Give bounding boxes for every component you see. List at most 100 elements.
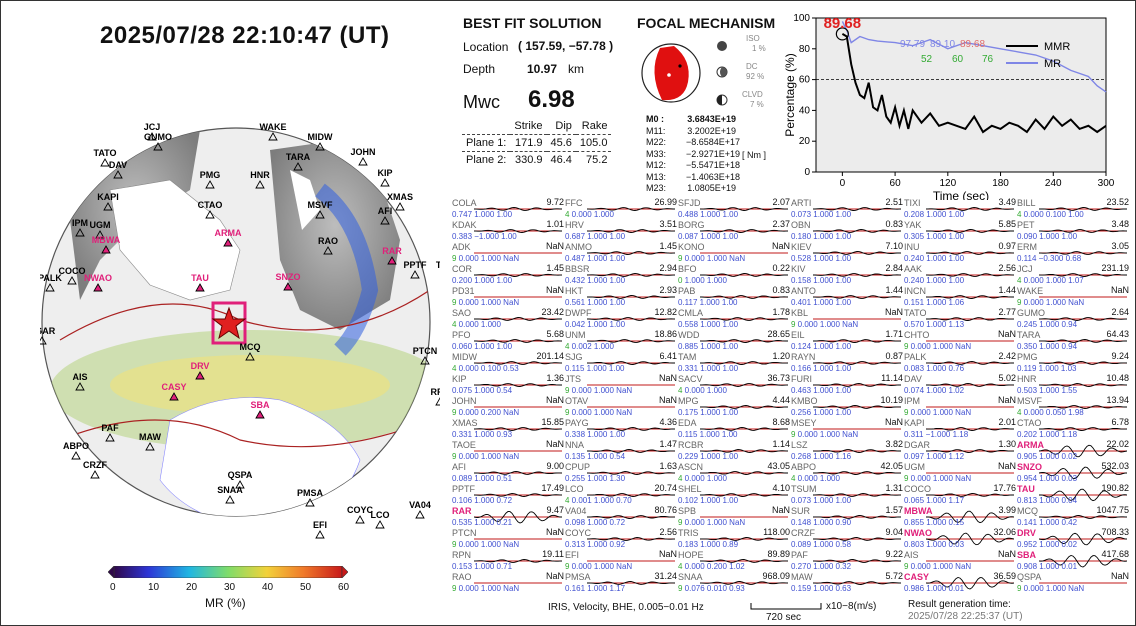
x-tick-label: 0 (840, 178, 846, 189)
variance-reduction: 9 (1017, 298, 1024, 307)
station-triangle-icon (420, 356, 430, 365)
station-name: OTAV (565, 396, 589, 406)
fit-weights: 0.000 1.000 (571, 408, 614, 417)
observed-trace (587, 493, 675, 497)
station-name: CRZF (791, 528, 815, 538)
observed-trace (700, 317, 788, 321)
variance-reduction: 0.115 (678, 430, 700, 439)
fit-weights: 1.000 0.02 (1039, 452, 1078, 461)
variance-reduction: 4 (791, 474, 798, 483)
station-marker-jcj: JCJ (144, 122, 160, 141)
mw-label: Mwc (463, 92, 500, 112)
waveform-cell-mcq: MCQ 1047.75 0.141 1.000 0.42 (1017, 505, 1129, 528)
fit-weights: 1.000 1.00 (474, 276, 513, 285)
station-triangle-icon (67, 276, 77, 285)
observed-trace (700, 427, 788, 431)
amplitude-value: 3.05 (1111, 241, 1129, 251)
station-triangle-icon (90, 470, 100, 479)
variance-reduction: 9 (1017, 584, 1024, 593)
fit-nan: NaN (952, 408, 972, 417)
amplitude-value: 0.83 (772, 285, 790, 295)
observed-trace (700, 339, 788, 343)
amplitude-value: 9.24 (1111, 351, 1129, 361)
fit-weights: 1.000 0.54 (587, 452, 626, 461)
amplitude-value: NaN (884, 307, 903, 317)
fit-metrics: 4 0.000 0.100 1.00 (1017, 210, 1084, 219)
waveform-trace (926, 340, 1014, 342)
variance-reduction: 9 (904, 342, 911, 351)
fit-weights: 1.000 1.00 (700, 342, 739, 351)
fit-metrics: 4 0.000 1.000 (452, 320, 501, 329)
observed-trace (926, 493, 1014, 497)
fit-nan: NaN (1065, 584, 1085, 593)
variance-reduction: 0.855 (904, 518, 927, 527)
waveform-trace (813, 273, 901, 277)
station-name: MIDW (452, 352, 477, 362)
peak-marker (835, 27, 849, 41)
station-triangle-icon (225, 495, 235, 504)
observed-trace (813, 559, 901, 563)
station-triangle-icon (169, 392, 179, 401)
variance-reduction: 9 (565, 386, 572, 395)
waveform-trace (926, 532, 1014, 546)
amplitude-value: 19.11 (542, 549, 564, 559)
fit-metrics: 0.331 1.000 0.93 (452, 430, 512, 439)
observed-trace (700, 537, 788, 541)
waveform-cell-tato: TATO 2.77 0.570 1.000 1.13 (904, 307, 1016, 330)
station-name: SHEL (678, 484, 702, 494)
station-label: PAF (101, 423, 119, 433)
observed-trace (587, 207, 675, 211)
waveform-trace (474, 361, 562, 365)
plane1-rake: 105.0 (579, 137, 608, 149)
variance-reduction: 0.383 (452, 232, 475, 241)
variance-reduction: 0.885 (678, 342, 701, 351)
series-mr-line (841, 21, 1107, 93)
fit-metrics: 0.558 1.000 1.00 (678, 320, 738, 329)
waveform-cell-pptf: PPTF 17.49 0.106 1.000 0.72 (452, 483, 564, 506)
fit-metrics: 0.115 1.000 1.00 (565, 364, 624, 373)
waveform-cell-erm: ERM 3.05 0.114 −0.300 0.68 (1017, 241, 1129, 264)
station-triangle-icon (315, 210, 325, 219)
variance-reduction: 4 (452, 364, 459, 373)
fit-nan: NaN (1065, 298, 1085, 307)
station-marker-drv: DRV (191, 361, 209, 380)
variance-reduction: 9 (678, 254, 685, 263)
fit-weights: 0.000 1.000 (571, 210, 614, 219)
epicenter-box (211, 301, 247, 345)
tensor-value: 3.2002E+19 (687, 125, 736, 136)
waveform-trace (474, 252, 562, 254)
amplitude-value: 18.86 (654, 329, 677, 339)
fit-metrics: 0.117 1.000 1.00 (678, 298, 737, 307)
variance-reduction: 0.229 (678, 452, 701, 461)
amplitude-value: 417.68 (1101, 549, 1129, 559)
fit-metrics: 0.135 1.000 0.54 (565, 452, 625, 461)
fit-weights: 1.000 0.02 (1039, 540, 1078, 549)
waveform-cell-anmo: ANMO 1.45 0.487 1.000 1.00 (565, 241, 677, 264)
waveform-cell-jcj: JCJ 231.19 4 0.000 1.000 1.07 (1017, 263, 1129, 286)
variance-reduction: 0.813 (1017, 496, 1040, 505)
amplitude-value: NaN (997, 549, 1016, 559)
fit-metrics: 0.338 1.000 1.00 (565, 430, 625, 439)
fit-weights: 1.000 1.17 (926, 496, 965, 505)
amplitude-value: 7.10 (885, 241, 903, 251)
variance-reduction: 0.200 (452, 276, 475, 285)
location-value: ( 157.59, −57.78 ) (518, 39, 614, 53)
amplitude-value: 6.41 (659, 351, 677, 361)
variance-reduction: 0.268 (791, 452, 814, 461)
fit-nan: NaN (500, 540, 520, 549)
station-marker-paf: PAF (101, 423, 119, 442)
waveform-cell-kbl: KBL NaN 9 0.000 1.000 NaN (791, 307, 903, 330)
variance-reduction: 0.074 (904, 386, 927, 395)
fit-weights: 1.000 1.00 (587, 430, 626, 439)
variance-reduction: 0.905 (1017, 452, 1040, 461)
variance-reduction: 9 (565, 562, 572, 571)
variance-reduction: 0.087 (678, 232, 701, 241)
observed-trace (1039, 405, 1127, 409)
waveform-trace (587, 207, 675, 211)
waveform-cell-taoe: TAOE NaN 9 0.000 1.000 NaN (452, 439, 564, 462)
station-name: AIS (904, 550, 919, 560)
dc-value: 92 % (746, 72, 765, 81)
depth-label: Depth (463, 62, 496, 76)
waveform-cell-shel: SHEL 4.10 0.102 1.000 1.00 (678, 483, 790, 506)
fit-weights: 1.000 1.00 (700, 408, 739, 417)
